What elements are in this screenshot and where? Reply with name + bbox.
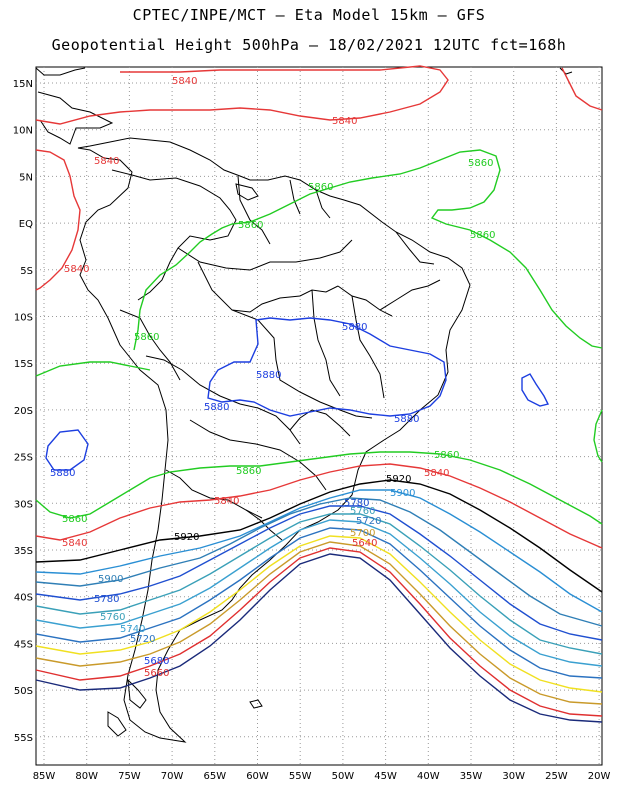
contour-5900 (35, 489, 603, 613)
lon-tick-label: 60W (246, 771, 269, 782)
contour-5700 (35, 535, 603, 693)
contour-5860-north (133, 149, 603, 351)
label-5680: 5680 (144, 656, 169, 667)
label-5900: 5900 (390, 488, 415, 499)
label-5840: 5840 (172, 76, 197, 87)
lat-tick-label: 35S (14, 546, 33, 557)
map-frame (35, 66, 603, 766)
contour-5860-west (35, 361, 151, 377)
label-5920: 5920 (386, 474, 411, 485)
lon-tick-label: 50W (332, 771, 355, 782)
contour-5800 (35, 497, 603, 627)
label-5780: 5780 (94, 594, 119, 605)
label-5880: 5880 (256, 370, 281, 381)
longitude-labels: 85W 80W 75W 70W 65W 60W 55W 50W 45W 40W 35W 30W 25W 2… (33, 771, 611, 782)
contour-5640 (35, 553, 603, 723)
contour-5840-north (35, 65, 449, 125)
lat-tick-label: 10S (14, 313, 33, 324)
lat-tick-label: 25S (14, 453, 33, 464)
lon-tick-label: 55W (289, 771, 312, 782)
label-5860: 5860 (470, 230, 495, 241)
contour-5760 (35, 513, 603, 655)
label-5880: 5880 (50, 468, 75, 479)
label-5800: 5900 (98, 574, 123, 585)
label-5860: 5860 (468, 158, 493, 169)
islands (107, 67, 573, 737)
label-5860: 5860 (238, 220, 263, 231)
lon-tick-label: 20W (588, 771, 611, 782)
lon-tick-label: 85W (33, 771, 56, 782)
label-5640: 5640 (352, 538, 377, 549)
contours (35, 65, 603, 723)
lon-tick-label: 70W (161, 771, 184, 782)
lat-tick-label: 15N (13, 79, 33, 90)
label-5720: 5720 (130, 634, 155, 645)
label-5740: 5740 (120, 624, 145, 635)
label-5760: 5760 (350, 506, 375, 517)
contour-5880-south-ring (45, 429, 89, 471)
label-5880: 5880 (394, 414, 419, 425)
label-5700: 5700 (350, 528, 375, 539)
contour-5920 (35, 479, 603, 593)
contour-5660 (35, 547, 603, 717)
latitude-labels: 15N 10N 5N EQ 5S 10S 15S 20S 25S 30S 35S 40S 45S 50S 5… (13, 79, 33, 744)
label-5860: 5860 (62, 514, 87, 525)
lon-tick-label: 40W (417, 771, 440, 782)
label-5920: 5920 (174, 532, 199, 543)
lon-tick-label: 65W (203, 771, 226, 782)
label-5860: 5860 (134, 332, 159, 343)
map-title-line1: CPTEC/INPE/MCT – Eta Model 15km – GFS (132, 6, 486, 24)
label-5780: 5780 (344, 498, 369, 509)
label-5840: 5840 (94, 156, 119, 167)
lat-tick-label: 30S (14, 499, 33, 510)
contour-5720 (35, 527, 603, 679)
label-5840: 5840 (214, 496, 239, 507)
label-5880: 5880 (342, 322, 367, 333)
contour-5880-centre (207, 317, 447, 417)
lat-tick-label: 40S (14, 593, 33, 604)
lat-tick-label: EQ (19, 219, 33, 230)
contour-5860-south (35, 451, 603, 525)
label-5860: 5860 (434, 450, 459, 461)
lat-tick-label: 50S (14, 686, 33, 697)
label-5660: 5660 (144, 668, 169, 679)
lon-tick-label: 25W (545, 771, 568, 782)
lat-tick-label: 15S (14, 359, 33, 370)
lon-tick-label: 75W (118, 771, 141, 782)
lat-tick-label: 5S (20, 266, 33, 277)
label-5880: 5880 (204, 402, 229, 413)
lon-tick-label: 80W (75, 771, 98, 782)
label-5840: 5840 (424, 468, 449, 479)
contour-5840-northwest (35, 149, 81, 291)
lat-tick-label: 20S (14, 406, 33, 417)
contour-5680 (35, 541, 603, 705)
label-5840: 5840 (64, 264, 89, 275)
label-5840: 5840 (62, 538, 87, 549)
map-title-line2: Geopotential Height 500hPa – 18/02/2021 … (51, 36, 567, 54)
contour-5840-south (35, 463, 603, 549)
lon-tick-label: 45W (374, 771, 397, 782)
label-5860: 5860 (236, 466, 261, 477)
contour-5780 (35, 505, 603, 641)
lon-tick-label: 30W (502, 771, 525, 782)
lat-tick-label: 10N (13, 126, 33, 137)
label-5860: 5860 (308, 182, 333, 193)
label-5760: 5760 (100, 612, 125, 623)
lat-tick-label: 5N (19, 172, 33, 183)
lon-tick-label: 35W (460, 771, 483, 782)
lat-tick-label: 45S (14, 639, 33, 650)
contour-labels: 5840 5840 5840 5840 5840 5840 5840 5860 … (50, 76, 495, 679)
contour-5880-east (521, 373, 550, 407)
lat-tick-label: 55S (14, 733, 33, 744)
label-5720: 5720 (356, 516, 381, 527)
contour-5860-east (593, 409, 603, 463)
label-5840: 5840 (332, 116, 357, 127)
contour-5740 (35, 519, 603, 667)
contour-5840-north-b (561, 67, 603, 111)
